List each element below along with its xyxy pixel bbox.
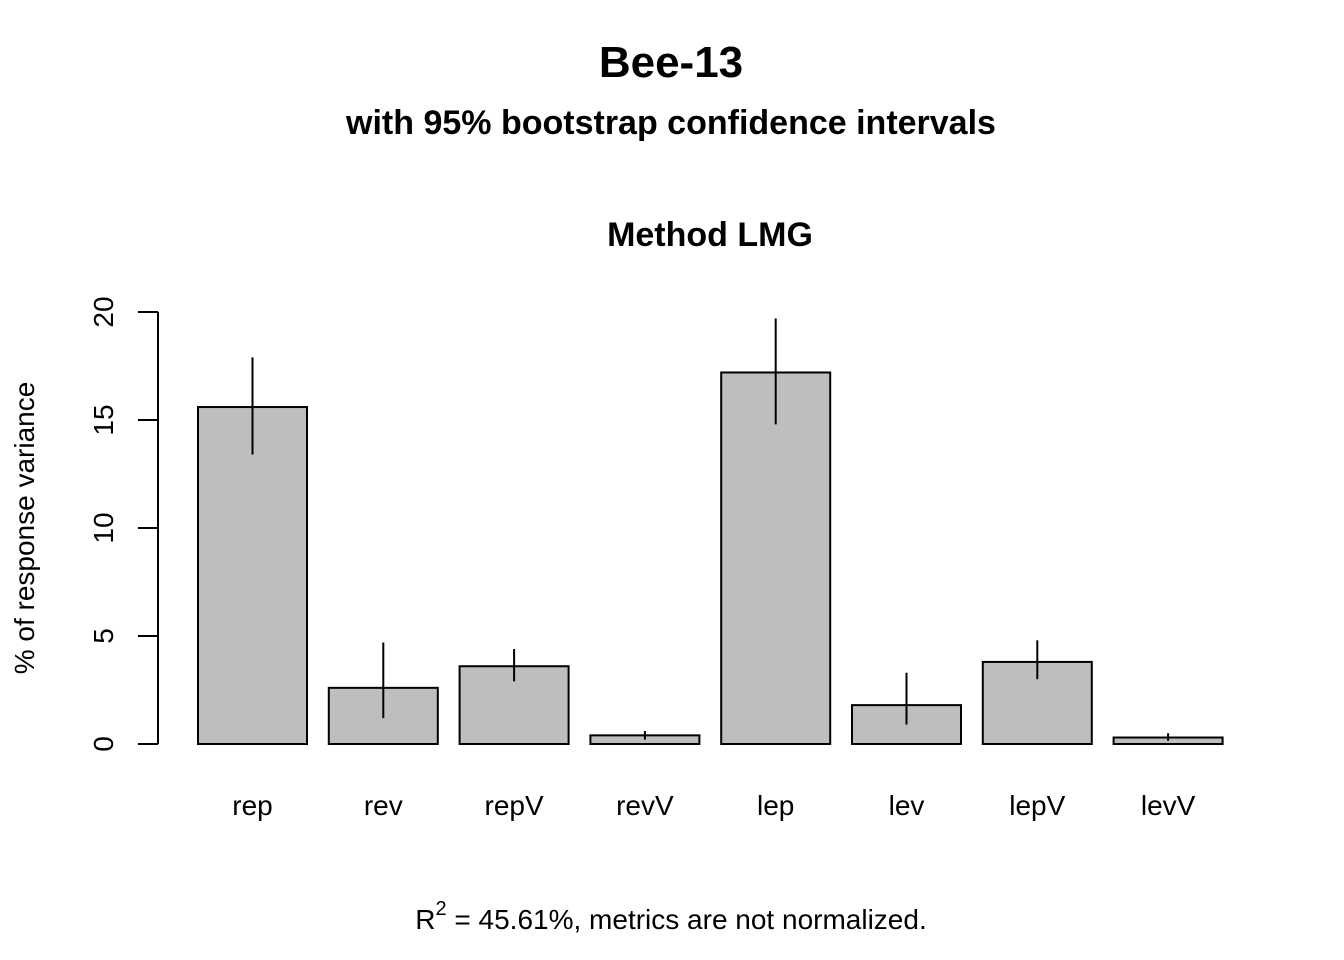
x-tick-label-repV: repV [485, 790, 544, 821]
y-tick-label-0: 0 [88, 736, 119, 752]
footer-r-superscript: 2 [435, 898, 446, 920]
bars-group [197, 371, 1224, 746]
footer-r-symbol: R [415, 904, 435, 935]
x-tick-label-lev: lev [889, 790, 925, 821]
bar-rep [197, 406, 308, 745]
y-tick-label-20: 20 [88, 296, 119, 327]
y-axis-label: % of response variance [9, 382, 40, 675]
x-tick-label-lep: lep [757, 790, 794, 821]
y-axis: 0 5 10 15 20 [88, 296, 159, 752]
error-bars-group [251, 318, 1170, 741]
panel-title: Method LMG [607, 216, 813, 254]
y-tick-label-10: 10 [88, 512, 119, 543]
y-tick-label-5: 5 [88, 628, 119, 644]
x-tick-label-rev: rev [364, 790, 403, 821]
y-tick-label-15: 15 [88, 404, 119, 435]
x-tick-label-lepV: lepV [1009, 790, 1065, 821]
bar-lep [720, 371, 832, 745]
footer-note: R2 = 45.61%, metrics are not normalized. [415, 898, 926, 935]
x-tick-label-revV: revV [616, 790, 674, 821]
x-axis-labels: rep rev repV revV lep lev lepV levV [232, 790, 1195, 821]
x-tick-label-levV: levV [1141, 790, 1196, 821]
chart-title: Bee-13 [599, 38, 743, 87]
chart-subtitle: with 95% bootstrap confidence intervals [345, 104, 996, 142]
footer-text: = 45.61%, metrics are not normalized. [447, 904, 927, 935]
x-tick-label-rep: rep [232, 790, 272, 821]
